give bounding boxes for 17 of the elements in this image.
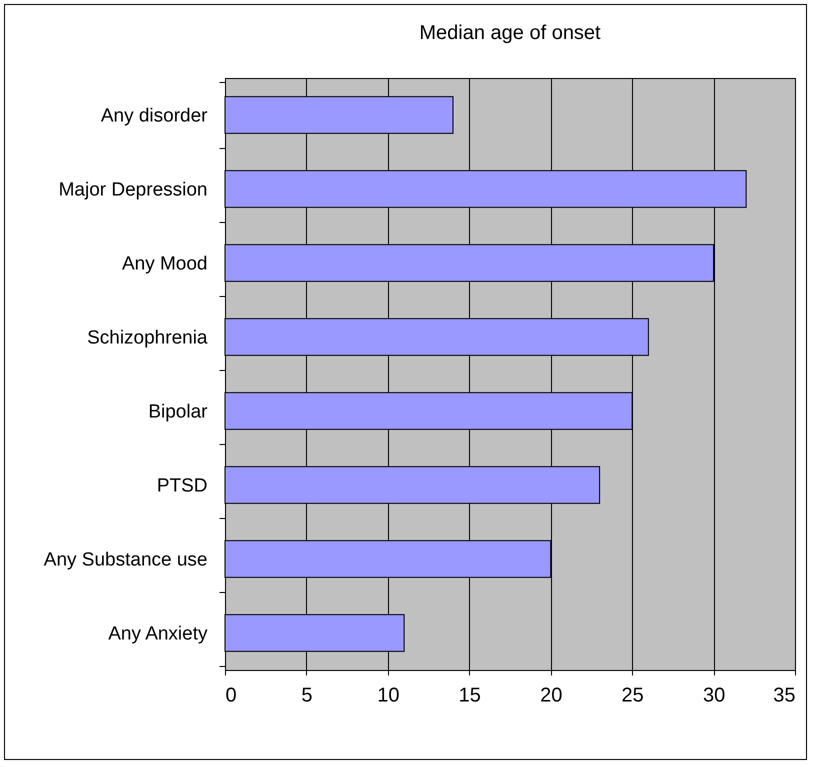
x-tick-label: 20 <box>540 684 562 706</box>
y-tick-label: Any Anxiety <box>108 624 208 644</box>
x-tick-label: 25 <box>622 684 644 706</box>
y-tick-label: Any Mood <box>122 254 208 274</box>
x-tick-label: 35 <box>773 684 796 706</box>
x-tick-label: 10 <box>377 684 400 706</box>
x-tick-label: 15 <box>458 684 481 706</box>
y-tick-label: Any disorder <box>100 106 208 126</box>
x-tick-label: 30 <box>702 684 726 706</box>
x-tick-label: 5 <box>301 684 312 706</box>
x-tick-label: 0 <box>226 684 237 706</box>
y-tick-label: Bipolar <box>148 402 208 422</box>
y-tick-label: Schizophrenia <box>87 328 208 348</box>
y-tick-label: Any Substance use <box>44 550 208 570</box>
chart-title: Median age of onset <box>419 22 602 44</box>
y-tick-label: PTSD <box>156 476 208 496</box>
y-tick-label: Major Depression <box>58 180 208 200</box>
